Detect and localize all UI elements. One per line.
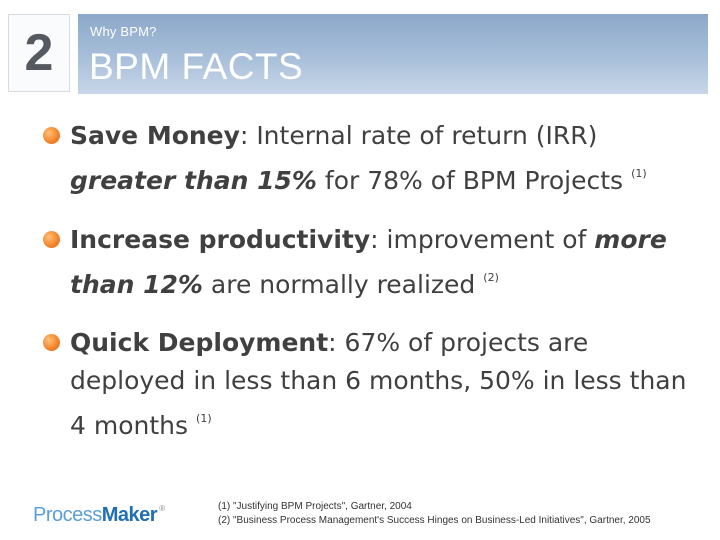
logo-trademark: ® — [159, 504, 165, 513]
bullet-text-2: for 78% of BPM Projects — [316, 166, 624, 195]
logo-part-1: Process — [33, 504, 102, 526]
bullet-dot-icon — [43, 334, 60, 351]
logo-part-2: Maker — [101, 504, 158, 526]
bullet-separator: : — [370, 225, 387, 254]
processmaker-logo: ProcessMaker ® — [33, 504, 165, 527]
section-number: 2 — [8, 14, 70, 92]
footnote-1: (1) "Justifying BPM Projects", Gartner, … — [218, 501, 412, 512]
bullet-term: Save Money — [70, 121, 240, 150]
page-title: BPM FACTS — [89, 46, 304, 87]
header-banner: Why BPM? BPM FACTS — [78, 14, 708, 94]
bullet-save-money: Save Money: Internal rate of return (IRR… — [43, 117, 700, 200]
bullet-separator: : — [239, 121, 257, 150]
footnote-ref: (2) — [483, 271, 499, 284]
bullet-dot-icon — [43, 127, 60, 144]
bullet-productivity: Increase productivity: improvement of mo… — [43, 221, 700, 304]
bullet-deployment: Quick Deployment: 67% of projects are de… — [43, 324, 700, 445]
bullet-term: Increase productivity — [70, 225, 371, 254]
bullet-term: Quick Deployment — [70, 328, 329, 357]
footnote-ref: (1) — [196, 412, 212, 425]
bullet-text: Internal rate of return (IRR) — [256, 121, 598, 150]
footnotes: (1) "Justifying BPM Projects", Gartner, … — [218, 500, 651, 528]
footnote-2: (2) "Business Process Management's Succe… — [218, 515, 651, 526]
bullet-emphasis: greater than 15% — [70, 166, 317, 195]
bullet-text: 67% of projects are deployed in less tha… — [70, 328, 687, 440]
bullet-text-2: are normally realized — [202, 270, 476, 299]
bullet-separator: : — [328, 328, 345, 357]
bullet-text: improvement of — [386, 225, 595, 254]
bullet-emphasis: more than 12% — [70, 225, 667, 299]
header-kicker: Why BPM? — [90, 24, 157, 39]
footnote-ref: (1) — [631, 167, 647, 180]
bullet-dot-icon — [43, 231, 60, 248]
